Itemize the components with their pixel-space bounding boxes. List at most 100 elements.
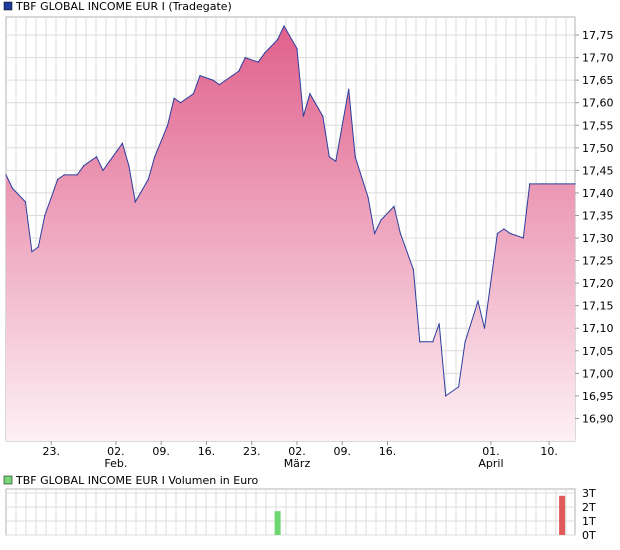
price-point (108, 160, 111, 162)
price-point (445, 395, 447, 397)
price-point (283, 25, 285, 27)
price-point (412, 269, 414, 271)
volume-y-tick-label: 2T (582, 501, 596, 514)
price-point (328, 156, 330, 158)
x-tick-label: 16. (198, 445, 216, 458)
y-tick-label: 17,00 (582, 367, 614, 380)
price-point (393, 205, 395, 207)
price-point (231, 75, 233, 77)
volume-bar (274, 511, 281, 535)
price-point (167, 124, 169, 126)
price-point (464, 341, 466, 343)
price-point (542, 183, 544, 185)
volume-y-tick-label: 0T (582, 529, 596, 542)
price-point (134, 201, 136, 203)
x-tick-label: 23. (243, 445, 261, 458)
price-point (322, 115, 324, 117)
y-tick-label: 17,70 (582, 52, 614, 65)
price-point (561, 183, 563, 185)
price-legend-swatch (3, 1, 13, 11)
price-y-axis: 16,90 16,95 17,00 17,05 17,10 17,15 17,20 17,25… (575, 29, 614, 425)
volume-bars (274, 495, 566, 535)
price-point (257, 61, 259, 63)
price-point (483, 327, 486, 329)
price-point (37, 246, 39, 248)
x-tick-label: 23. (43, 445, 61, 458)
x-tick-month-label: März (284, 457, 311, 470)
volume-bar (559, 495, 566, 535)
price-point (503, 228, 505, 230)
price-point (380, 219, 382, 221)
price-point (11, 187, 14, 189)
price-point (367, 196, 369, 198)
y-tick-label: 16,95 (582, 390, 614, 403)
price-point (63, 174, 65, 176)
price-point (199, 75, 201, 77)
x-tick-label: 02. (107, 445, 125, 458)
price-point (348, 88, 350, 90)
price-point (44, 214, 46, 217)
price-point (496, 232, 498, 235)
price-point (218, 84, 220, 86)
y-tick-label: 17,45 (582, 164, 614, 177)
y-tick-label: 17,55 (582, 119, 614, 132)
price-point (432, 341, 434, 343)
price-area-fill (6, 26, 575, 441)
volume-plot-area (5, 488, 576, 536)
y-tick-label: 17,40 (582, 187, 614, 200)
y-tick-label: 17,10 (582, 322, 614, 335)
y-tick-label: 17,75 (582, 29, 614, 42)
price-point (555, 183, 557, 185)
price-point (173, 97, 175, 99)
price-point (354, 156, 356, 158)
price-point (477, 300, 479, 302)
x-tick-label: 01. (482, 445, 500, 458)
y-tick-label: 17,05 (582, 345, 614, 358)
y-tick-label: 17,35 (582, 209, 614, 222)
price-point (438, 323, 440, 325)
price-point (302, 115, 304, 117)
price-point (419, 341, 421, 343)
price-point (76, 174, 78, 176)
y-tick-label: 17,25 (582, 255, 614, 268)
x-tick-label: 09. (333, 445, 351, 458)
price-point (128, 165, 130, 167)
x-tick-label: 10. (540, 445, 558, 458)
y-tick-label: 16,90 (582, 412, 614, 425)
y-tick-label: 17,50 (582, 142, 614, 155)
price-point (57, 178, 59, 180)
price-points (5, 25, 576, 397)
x-tick-month-label: April (478, 457, 503, 470)
volume-y-tick-label: 1T (582, 515, 596, 528)
price-point (5, 174, 7, 176)
volume-chart-title: TBF GLOBAL INCOME EUR I Volumen in Euro (15, 474, 258, 487)
price-point (374, 232, 376, 235)
price-point (212, 79, 214, 81)
price-point (529, 183, 531, 185)
price-point (121, 142, 123, 144)
volume-y-tick-label: 3T (582, 487, 596, 500)
y-tick-label: 17,60 (582, 97, 614, 110)
price-chart-title: TBF GLOBAL INCOME EUR I (Tradegate) (15, 0, 232, 13)
volume-grid (6, 489, 575, 536)
price-point (264, 52, 266, 54)
price-point (154, 156, 156, 158)
price-point (238, 70, 240, 72)
y-tick-label: 17,65 (582, 74, 614, 87)
price-point (277, 39, 279, 41)
price-point (399, 232, 401, 235)
volume-legend-swatch (3, 475, 13, 485)
price-point (309, 93, 311, 95)
price-point (31, 251, 33, 253)
price-point (102, 169, 104, 171)
x-tick-label: 02. (288, 445, 306, 458)
y-tick-label: 17,15 (582, 300, 614, 313)
x-tick-month-label: Feb. (104, 457, 127, 470)
price-point (522, 237, 524, 239)
y-tick-label: 17,20 (582, 277, 614, 290)
x-tick-label: 09. (152, 445, 170, 458)
x-tick-label: 16. (379, 445, 397, 458)
